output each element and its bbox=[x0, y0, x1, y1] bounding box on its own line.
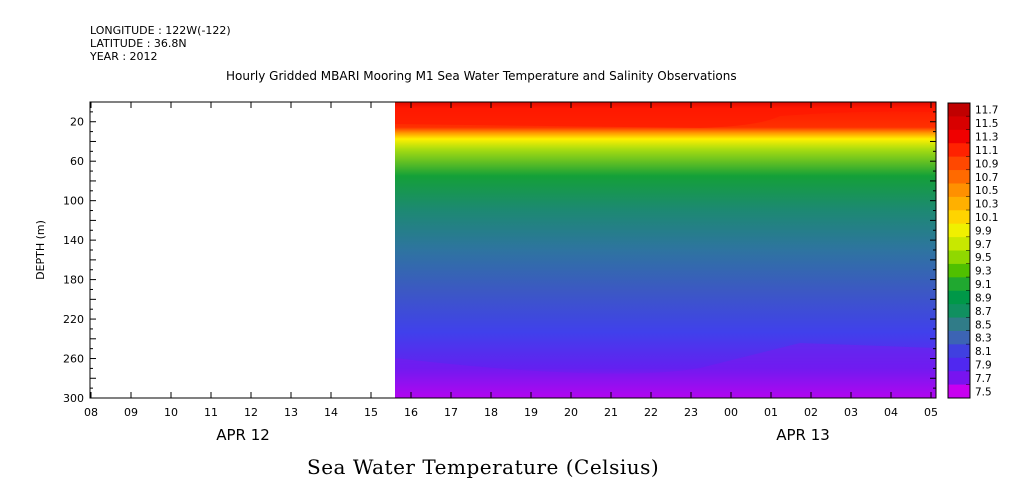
colorbar-label: 11.5 bbox=[975, 118, 998, 130]
colorbar-frame bbox=[947, 102, 971, 399]
y-tick-label: 60 bbox=[70, 155, 84, 168]
colorbar-swatch bbox=[948, 263, 970, 278]
colorbar-label: 9.7 bbox=[975, 239, 992, 251]
x-tick-label: 15 bbox=[364, 406, 378, 419]
x-tick-label: 22 bbox=[644, 406, 658, 419]
colorbar-label: 11.3 bbox=[975, 132, 998, 144]
colorbar-label: 10.1 bbox=[975, 212, 998, 224]
x-tick-label: 10 bbox=[164, 406, 178, 419]
y-tick-label: 300 bbox=[63, 392, 84, 405]
colorbar-swatch bbox=[948, 371, 970, 386]
colorbar-swatch bbox=[948, 250, 970, 265]
x-tick-label: 17 bbox=[444, 406, 458, 419]
x-tick-label: 00 bbox=[724, 406, 738, 419]
year-label: YEAR : 2012 bbox=[90, 50, 158, 63]
colorbar-swatch bbox=[948, 277, 970, 292]
colorbar-label: 8.5 bbox=[975, 319, 992, 331]
colorbar-label: 7.7 bbox=[975, 373, 992, 385]
x-tick-label: 12 bbox=[244, 406, 258, 419]
x-tick-label: 03 bbox=[844, 406, 858, 419]
colorbar-label: 8.3 bbox=[975, 333, 992, 345]
colorbar-label: 10.5 bbox=[975, 185, 998, 197]
colorbar-swatch bbox=[948, 143, 970, 158]
colorbar-swatch bbox=[948, 196, 970, 211]
warm-layer-shape bbox=[395, 102, 936, 128]
colorbar-swatch bbox=[948, 330, 970, 345]
colorbar-label: 9.1 bbox=[975, 279, 992, 291]
colorbar-swatch bbox=[948, 183, 970, 198]
longitude-label: LONGITUDE : 122W(-122) bbox=[90, 24, 231, 37]
x-tick-label: 13 bbox=[284, 406, 298, 419]
colorbar-swatch bbox=[948, 344, 970, 359]
colorbar-label: 8.7 bbox=[975, 306, 992, 318]
colorbar-swatch bbox=[948, 304, 970, 319]
x-tick-label: 21 bbox=[604, 406, 618, 419]
latitude-label: LATITUDE : 36.8N bbox=[90, 37, 187, 50]
x-tick-label: 01 bbox=[764, 406, 778, 419]
colorbar-swatch bbox=[948, 116, 970, 131]
x-date-label: APR 13 bbox=[776, 426, 830, 444]
colorbar-label: 8.1 bbox=[975, 346, 992, 358]
x-tick-label: 19 bbox=[524, 406, 538, 419]
x-tick-label: 20 bbox=[564, 406, 578, 419]
colorbar-swatch bbox=[948, 223, 970, 238]
x-tick-label: 09 bbox=[124, 406, 138, 419]
colorbar-label: 8.9 bbox=[975, 292, 992, 304]
colorbar-label: 10.7 bbox=[975, 172, 998, 184]
colorbar-swatch bbox=[948, 156, 970, 171]
variable-title: Sea Water Temperature (Celsius) bbox=[307, 455, 660, 479]
temperature-field bbox=[395, 102, 936, 398]
colorbar-swatch bbox=[948, 103, 970, 117]
x-tick-label: 23 bbox=[684, 406, 698, 419]
colorbar-label: 9.9 bbox=[975, 225, 992, 237]
colorbar-swatch bbox=[948, 129, 970, 144]
colorbar-swatch bbox=[948, 317, 970, 332]
colorbar-label: 10.3 bbox=[975, 199, 998, 211]
colorbar-swatch bbox=[948, 357, 970, 372]
x-tick-label: 05 bbox=[924, 406, 938, 419]
colorbar-swatch bbox=[948, 237, 970, 251]
colorbar-label: 9.5 bbox=[975, 252, 992, 264]
colorbar-label: 10.9 bbox=[975, 158, 998, 170]
x-tick-label: 11 bbox=[204, 406, 218, 419]
colorbar-label: 11.1 bbox=[975, 145, 998, 157]
colorbar-swatch bbox=[948, 290, 970, 305]
x-date-label: APR 12 bbox=[216, 426, 270, 444]
y-tick-label: 260 bbox=[63, 353, 84, 366]
x-tick-label: 14 bbox=[324, 406, 338, 419]
colorbar-swatch bbox=[948, 210, 970, 225]
x-tick-label: 04 bbox=[884, 406, 898, 419]
colorbar-label: 7.5 bbox=[975, 386, 992, 398]
colorbar-swatch bbox=[948, 170, 970, 184]
colorbar-label: 11.7 bbox=[975, 105, 998, 117]
colorbar-label: 7.9 bbox=[975, 359, 992, 371]
y-tick-label: 140 bbox=[63, 234, 84, 247]
colorbar-swatch bbox=[948, 384, 970, 399]
y-tick-label: 100 bbox=[63, 195, 84, 208]
chart-title: Hourly Gridded MBARI Mooring M1 Sea Wate… bbox=[226, 69, 737, 83]
x-tick-label: 08 bbox=[84, 406, 98, 419]
colorbar-label: 9.3 bbox=[975, 266, 992, 278]
y-tick-label: 220 bbox=[63, 313, 84, 326]
y-tick-label: 180 bbox=[63, 274, 84, 287]
y-tick-label: 20 bbox=[70, 116, 84, 129]
y-axis-label: DEPTH (m) bbox=[34, 220, 47, 280]
deep-cold-shape bbox=[395, 343, 936, 398]
x-tick-label: 18 bbox=[484, 406, 498, 419]
x-tick-label: 02 bbox=[804, 406, 818, 419]
x-tick-label: 16 bbox=[404, 406, 418, 419]
